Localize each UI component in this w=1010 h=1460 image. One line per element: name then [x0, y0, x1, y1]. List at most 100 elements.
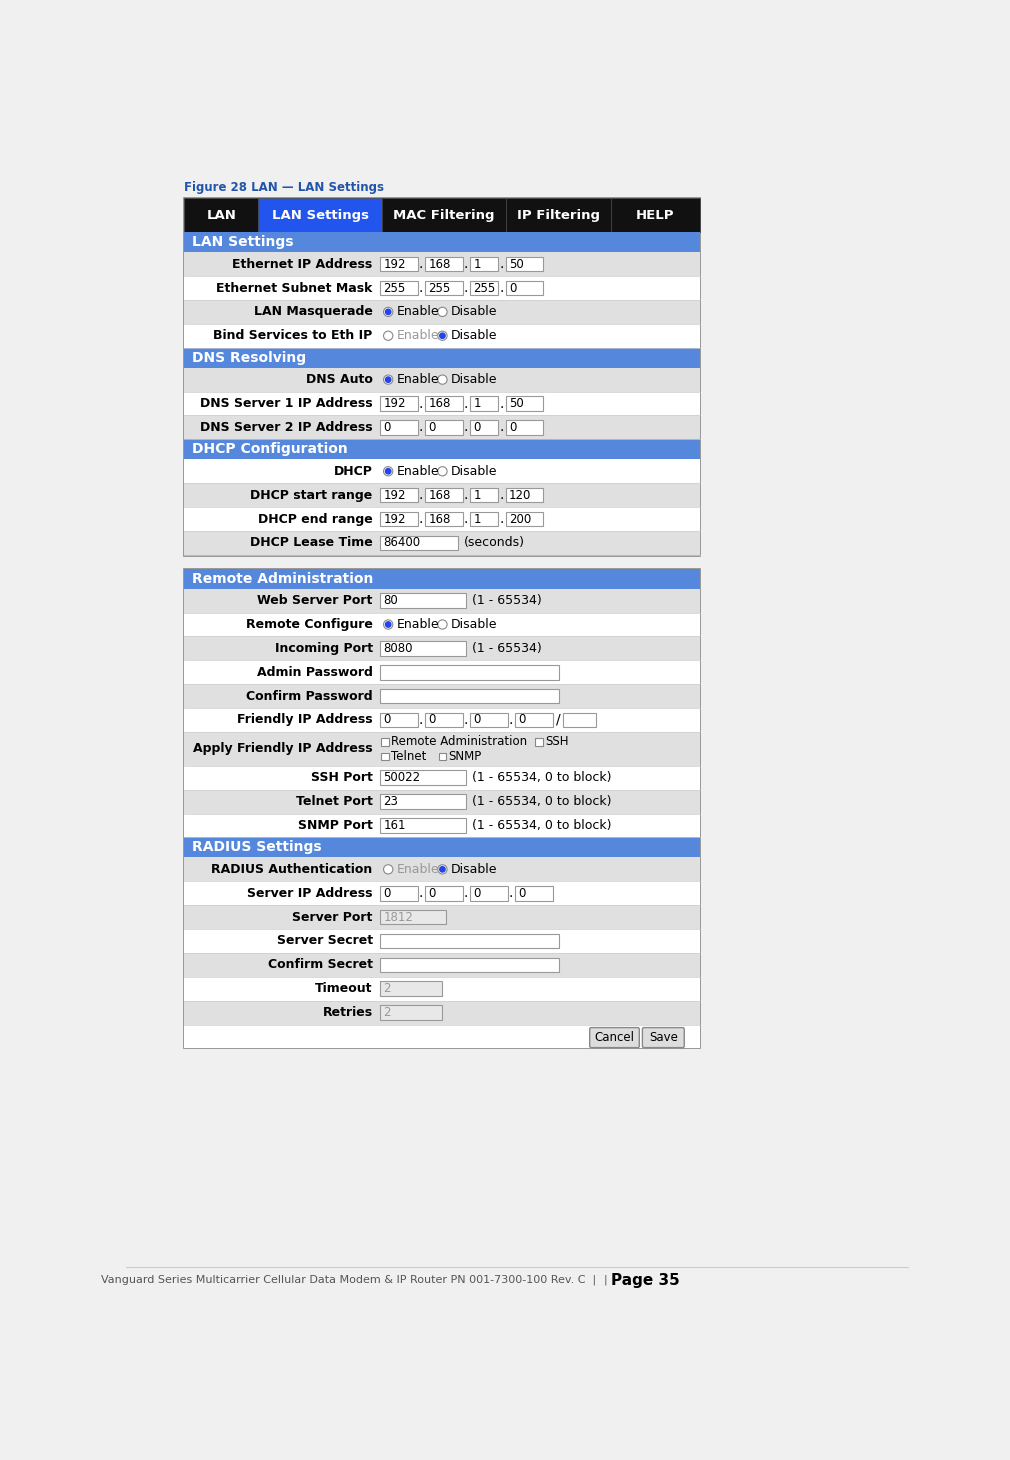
Text: Ethernet Subnet Mask: Ethernet Subnet Mask	[216, 282, 373, 295]
Circle shape	[439, 333, 445, 339]
Bar	[185, 531, 700, 555]
Bar	[425, 257, 463, 272]
Text: 50: 50	[509, 397, 524, 410]
Text: Server Secret: Server Secret	[277, 934, 373, 948]
Bar	[381, 257, 418, 272]
Text: 0: 0	[384, 886, 391, 899]
Bar	[381, 753, 389, 761]
Bar	[425, 280, 463, 295]
Text: 0: 0	[428, 886, 436, 899]
Text: 168: 168	[428, 257, 450, 270]
Text: .: .	[508, 712, 513, 727]
Text: LAN: LAN	[206, 209, 236, 222]
Bar	[381, 910, 446, 924]
Circle shape	[437, 331, 447, 340]
Bar	[185, 637, 700, 660]
Bar	[381, 593, 466, 607]
Bar	[185, 953, 700, 977]
Text: 0: 0	[509, 282, 516, 295]
Circle shape	[384, 307, 393, 317]
Bar	[381, 511, 418, 526]
Text: Cancel: Cancel	[595, 1031, 634, 1044]
Bar	[506, 488, 543, 502]
Text: Server Port: Server Port	[292, 911, 373, 924]
Text: LAN Settings: LAN Settings	[272, 209, 369, 222]
Text: Vanguard Series Multicarrier Cellular Data Modem & IP Router PN 001-7300-100 Rev: Vanguard Series Multicarrier Cellular Da…	[101, 1275, 603, 1285]
FancyBboxPatch shape	[590, 1028, 639, 1048]
Text: SNMP Port: SNMP Port	[298, 819, 373, 832]
Text: Enable: Enable	[397, 618, 439, 631]
Text: 168: 168	[428, 512, 450, 526]
Bar	[185, 613, 700, 637]
Text: .: .	[499, 512, 504, 526]
Bar	[506, 257, 543, 272]
Text: Friendly IP Address: Friendly IP Address	[237, 714, 373, 727]
Text: DNS Auto: DNS Auto	[306, 374, 373, 385]
Bar	[381, 981, 442, 996]
Text: Enable: Enable	[397, 305, 439, 318]
Bar	[381, 794, 466, 809]
Text: .: .	[499, 488, 504, 502]
Bar	[185, 507, 700, 531]
Bar	[611, 199, 700, 232]
Text: Remote Administration: Remote Administration	[391, 736, 526, 749]
Text: 0: 0	[474, 886, 481, 899]
Text: Disable: Disable	[451, 374, 498, 385]
Bar	[185, 660, 700, 685]
Bar	[382, 199, 506, 232]
Bar	[471, 712, 508, 727]
Text: 0: 0	[509, 420, 516, 434]
Bar	[185, 838, 700, 857]
Bar	[185, 882, 700, 905]
Bar	[185, 199, 700, 556]
Bar	[506, 420, 543, 435]
Text: RADIUS Authentication: RADIUS Authentication	[211, 863, 373, 876]
Text: DNS Server 2 IP Address: DNS Server 2 IP Address	[200, 420, 373, 434]
Bar	[381, 396, 418, 410]
Bar	[471, 396, 498, 410]
Text: 192: 192	[384, 512, 406, 526]
Text: 192: 192	[384, 397, 406, 410]
Bar	[381, 933, 559, 949]
Text: .: .	[418, 488, 423, 502]
Text: Page 35: Page 35	[611, 1273, 680, 1288]
Bar	[506, 280, 543, 295]
Bar	[185, 766, 700, 790]
Text: .: .	[418, 712, 423, 727]
Bar	[185, 253, 700, 276]
Text: (seconds): (seconds)	[465, 536, 525, 549]
Bar	[185, 483, 700, 507]
Bar	[381, 958, 559, 972]
Text: 0: 0	[384, 420, 391, 434]
Bar	[185, 439, 700, 460]
Bar	[381, 420, 418, 435]
Circle shape	[437, 375, 447, 384]
FancyBboxPatch shape	[642, 1028, 684, 1048]
Bar	[425, 886, 463, 901]
Text: .: .	[464, 257, 468, 272]
Text: .: .	[499, 397, 504, 410]
Bar	[506, 396, 543, 410]
Text: .: .	[418, 257, 423, 272]
Bar	[381, 664, 559, 679]
Text: Timeout: Timeout	[315, 983, 373, 996]
Text: 161: 161	[384, 819, 406, 832]
Text: .: .	[464, 886, 468, 901]
Text: MAC Filtering: MAC Filtering	[393, 209, 495, 222]
Bar	[381, 1006, 442, 1021]
Text: 1: 1	[474, 257, 481, 270]
Text: Admin Password: Admin Password	[257, 666, 373, 679]
Text: .: .	[499, 420, 504, 435]
Bar	[381, 689, 559, 704]
Text: 168: 168	[428, 489, 450, 502]
Text: LAN Masquerade: LAN Masquerade	[254, 305, 373, 318]
Text: .: .	[418, 280, 423, 295]
Circle shape	[384, 864, 393, 875]
Text: .: .	[464, 280, 468, 295]
Text: 50022: 50022	[384, 771, 421, 784]
Bar	[471, 420, 498, 435]
Text: Enable: Enable	[397, 863, 439, 876]
Text: SSH Port: SSH Port	[311, 771, 373, 784]
Bar	[258, 199, 382, 232]
Bar	[185, 460, 700, 483]
